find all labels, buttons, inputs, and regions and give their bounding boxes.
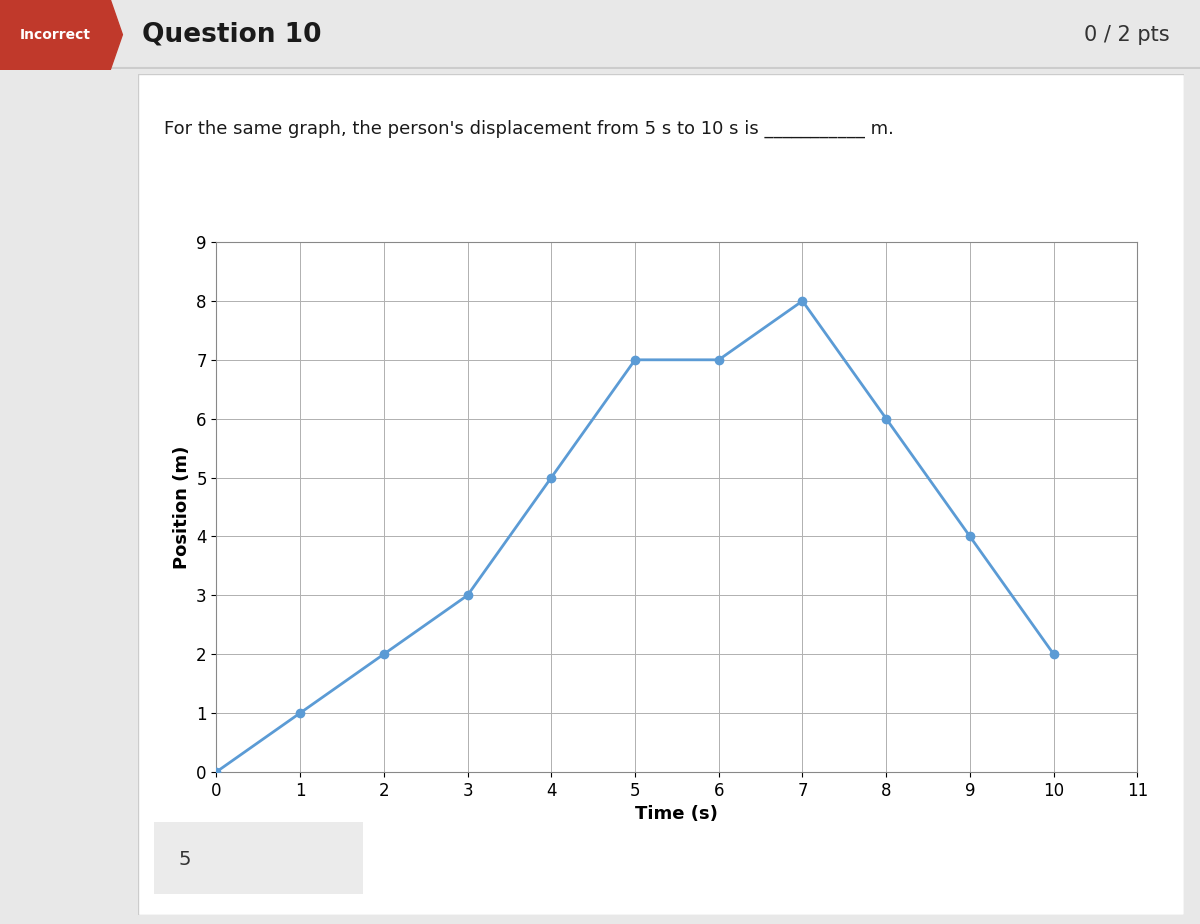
Y-axis label: Position (m): Position (m): [173, 445, 191, 568]
Text: 0 / 2 pts: 0 / 2 pts: [1085, 25, 1170, 44]
FancyBboxPatch shape: [138, 74, 1184, 915]
Text: Incorrect: Incorrect: [19, 28, 91, 42]
FancyBboxPatch shape: [142, 818, 376, 898]
X-axis label: Time (s): Time (s): [636, 805, 719, 823]
Polygon shape: [0, 0, 122, 69]
Text: For the same graph, the person's displacement from 5 s to 10 s is ___________ m.: For the same graph, the person's displac…: [164, 120, 894, 139]
Text: 5: 5: [179, 850, 191, 869]
Text: Question 10: Question 10: [142, 21, 322, 48]
